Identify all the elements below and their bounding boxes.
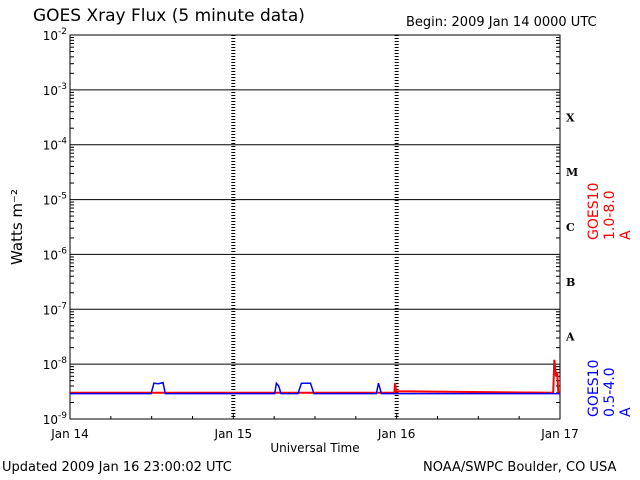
credit: NOAA/SWPC Boulder, CO USA (423, 460, 617, 475)
series-label-long: GOES10 1.0-8.0 A (586, 182, 634, 240)
y-tick-label: 10-6 (43, 246, 68, 262)
series-label-short: GOES10 0.5-4.0 A (586, 359, 634, 417)
series-line-long (70, 359, 560, 394)
y-tick-label: 10-5 (43, 192, 67, 208)
y-tick-label: 10-4 (43, 137, 68, 153)
flare-class-label: M (566, 166, 578, 179)
chart-title: GOES Xray Flux (5 minute data) (33, 6, 305, 26)
x-tick-label: Jan 16 (377, 427, 416, 441)
x-axis-label: Universal Time (270, 441, 359, 455)
x-tick-label: Jan 17 (540, 427, 579, 441)
updated-time: Updated 2009 Jan 16 23:00:02 UTC (2, 460, 232, 475)
y-tick-label: 10-9 (43, 411, 68, 427)
flare-class-label: B (566, 276, 575, 289)
series-line-short (70, 381, 560, 395)
flare-class-label: C (566, 221, 575, 234)
x-tick-label: Jan 14 (50, 427, 89, 441)
y-tick-label: 10-8 (43, 356, 68, 372)
y-axis-label: Watts m⁻² (8, 189, 26, 265)
x-tick-label: Jan 15 (214, 427, 253, 441)
y-tick-label: 10-2 (43, 27, 67, 43)
begin-time: Begin: 2009 Jan 14 0000 UTC (406, 15, 597, 30)
y-tick-label: 10-3 (43, 82, 67, 98)
flare-class-label: A (565, 331, 575, 344)
plot-frame (69, 34, 561, 420)
flare-class-label: X (566, 111, 575, 124)
y-tick-label: 10-7 (43, 301, 67, 317)
